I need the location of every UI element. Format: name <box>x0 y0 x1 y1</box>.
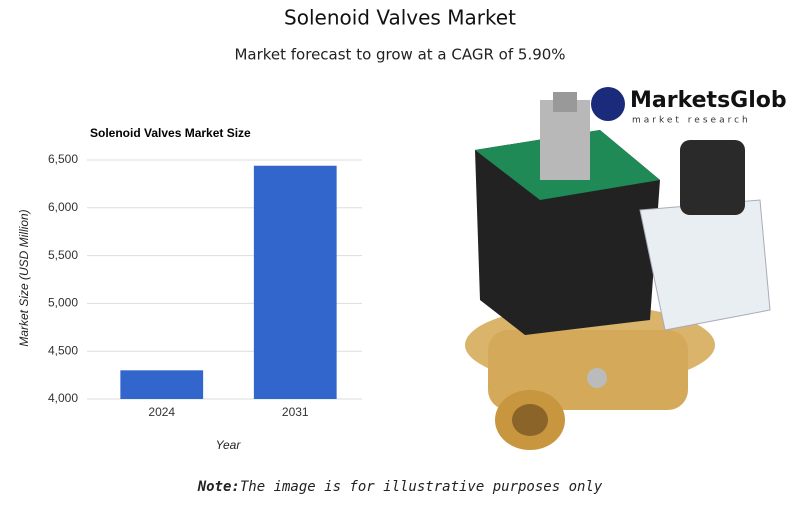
note-label: Note: <box>197 479 240 495</box>
y-tick-label: 4,000 <box>48 391 78 405</box>
x-tick-label: 2031 <box>282 405 309 419</box>
bar <box>253 165 337 399</box>
y-tick-label: 5,500 <box>48 248 78 262</box>
bar <box>120 370 204 399</box>
y-axis-label: Market Size (USD Million) <box>17 209 31 346</box>
y-tick-label: 5,000 <box>48 296 78 310</box>
logo-name: MarketsGlob <box>630 88 787 113</box>
note-text: The image is for illustrative purposes o… <box>240 479 603 495</box>
x-tick-label: 2024 <box>148 405 175 419</box>
page-subtitle: Market forecast to grow at a CAGR of 5.9… <box>234 46 565 64</box>
logo-tagline: market research <box>632 116 751 126</box>
note: Note:The image is for illustrative purpo… <box>197 479 603 495</box>
chart-title: Solenoid Valves Market Size <box>90 126 251 140</box>
x-axis-label: Year <box>216 438 242 452</box>
y-tick-label: 6,500 <box>48 152 78 166</box>
y-tick-label: 4,500 <box>48 343 78 357</box>
product-image <box>465 92 771 450</box>
y-tick-label: 6,000 <box>48 200 78 214</box>
page-title: Solenoid Valves Market <box>284 6 516 30</box>
logo: MarketsGlob market research <box>591 87 787 126</box>
